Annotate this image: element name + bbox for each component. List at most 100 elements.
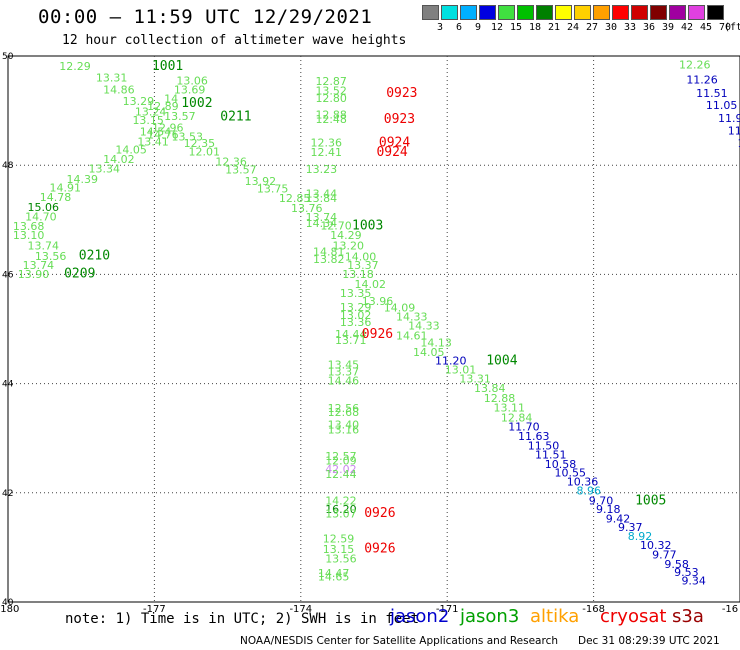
- y-tick-label: 40: [2, 598, 14, 608]
- wave-height-label: 12.48: [315, 113, 347, 126]
- scale-label: 15: [509, 22, 523, 33]
- wave-height-label: 13.45: [328, 358, 360, 371]
- wave-height-label: 13.36: [340, 316, 372, 329]
- wave-height-label: 16.20: [325, 503, 357, 516]
- scale-label: 9: [474, 22, 482, 33]
- wave-height-label: 13.02: [340, 309, 372, 322]
- wave-height-label: 14.91: [49, 182, 80, 195]
- wave-height-label: 13.82: [313, 253, 345, 266]
- wave-height-label: 11.51: [696, 87, 728, 100]
- wave-height-label: 11.97: [718, 112, 740, 125]
- wave-height-label: 13.56: [35, 250, 66, 263]
- wave-height-label: 14.81: [313, 245, 345, 258]
- y-tick-label: 44: [2, 380, 14, 390]
- scale-swatch: [460, 5, 477, 20]
- wave-height-label: 13.37: [347, 259, 379, 272]
- wave-height-label: 12.01: [189, 146, 221, 159]
- wave-height-label: 11.51: [535, 449, 567, 462]
- wave-height-label: 12.56: [328, 402, 360, 415]
- time-label: 1002: [181, 96, 212, 111]
- wave-height-label: 10.36: [567, 475, 599, 488]
- wave-height-label: 14.46: [328, 374, 360, 387]
- wave-height-label: 13.90: [18, 268, 50, 281]
- wave-height-label: 11.05: [706, 99, 738, 112]
- wave-height-label: 12.88: [484, 392, 516, 405]
- wave-height-label: 12.44: [325, 468, 357, 481]
- scale-label: 30: [604, 22, 618, 33]
- page-subtitle: 12 hour collection of altimeter wave hei…: [62, 33, 407, 48]
- scale-label: 24: [566, 22, 580, 33]
- scale-label: 33: [623, 22, 637, 33]
- x-tick-label: -168: [582, 604, 605, 615]
- scale-label: 6: [455, 22, 463, 33]
- footer-note: note: 1) Time is in UTC; 2) SWH is in fe…: [65, 611, 420, 627]
- satellite-label-s3a: s3a: [672, 606, 704, 627]
- x-tick-label: -174: [289, 604, 312, 615]
- wave-height-label: 12.59: [323, 533, 355, 546]
- time-label: 1001: [152, 59, 183, 74]
- wave-height-label: 11.50: [528, 439, 560, 452]
- wave-height-label: 13.56: [325, 552, 357, 565]
- wave-height-label: 13.44: [306, 188, 338, 201]
- wave-height-label: 14.78: [40, 191, 72, 204]
- wave-height-label: 13.29: [123, 95, 154, 108]
- wave-height-label: 13.74: [306, 211, 338, 224]
- wave-height-label: 14.02: [103, 153, 135, 166]
- wave-height-label: 13.15: [132, 114, 164, 127]
- scale-label: 27: [585, 22, 599, 33]
- wave-height-label: 12.35: [184, 137, 216, 150]
- y-tick-label: 42: [2, 489, 13, 499]
- wave-height-label: 13.84: [474, 382, 506, 395]
- satellite-label-altika: altika: [530, 606, 580, 627]
- wave-height-label: 13.37: [328, 366, 360, 379]
- wave-height-label: 12.84: [501, 411, 533, 424]
- wave-height-label: 14.09: [384, 302, 416, 315]
- wave-height-label: 12.96: [152, 122, 184, 135]
- wave-height-label: 12.26: [679, 59, 711, 72]
- wave-height-label: 14.33: [396, 310, 428, 323]
- wave-height-label: 12.70: [320, 219, 352, 232]
- scale-swatch: [650, 5, 667, 20]
- wave-height-label: 15.06: [28, 201, 60, 214]
- scale-label: 36: [642, 22, 656, 33]
- wave-height-label: 12.85: [279, 192, 311, 205]
- scale-label: 3: [436, 22, 444, 33]
- time-label: 1005: [635, 493, 666, 508]
- time-label: 0211: [220, 110, 251, 125]
- scale-swatch: [574, 5, 591, 20]
- wave-height-label: 14.02: [354, 278, 386, 291]
- wave-height-label: 12.87: [315, 75, 347, 88]
- scale-unit: (ft): [724, 22, 740, 33]
- wave-height-label: 12.36: [215, 155, 247, 168]
- wave-height-label: 12.89: [147, 100, 179, 113]
- wave-height-label: 14.65: [318, 570, 350, 583]
- satellite-label-jason2: jason2: [390, 606, 450, 627]
- time-label: 0926: [364, 506, 395, 521]
- wave-height-label: 8.92: [628, 530, 653, 543]
- scale-label: 21: [547, 22, 561, 33]
- wave-height-label: 14.70: [25, 211, 57, 224]
- time-label: 0926: [364, 541, 395, 556]
- wave-height-label: 11.26: [686, 73, 718, 86]
- x-tick-label: -180: [0, 604, 19, 615]
- wave-height-label: 42.02: [325, 463, 357, 476]
- wave-height-label: 10.55: [555, 467, 587, 480]
- wave-height-label: 14: [164, 93, 178, 106]
- wave-height-label: 11.20: [435, 355, 467, 368]
- wave-height-label: 14.13: [420, 337, 452, 350]
- time-label: 0923: [386, 86, 417, 101]
- wave-height-label: 13.92: [245, 175, 277, 188]
- scale-label: 18: [528, 22, 542, 33]
- wave-height-label: 13.35: [340, 287, 372, 300]
- wave-height-label: 13.10: [13, 229, 45, 242]
- wave-height-label: 13.53: [171, 130, 203, 143]
- wave-height-label: 14.33: [408, 320, 440, 333]
- scale-swatch: [688, 5, 705, 20]
- wave-height-label: 9.18: [596, 503, 621, 516]
- wave-height-label: 14.54: [140, 125, 172, 138]
- plot-frame: [7, 55, 740, 603]
- wave-height-label: 9.70: [589, 494, 614, 507]
- wave-height-label: 9.53: [674, 566, 699, 579]
- wave-height-label: 13.11: [494, 402, 526, 415]
- wave-height-label: 13.40: [328, 419, 360, 432]
